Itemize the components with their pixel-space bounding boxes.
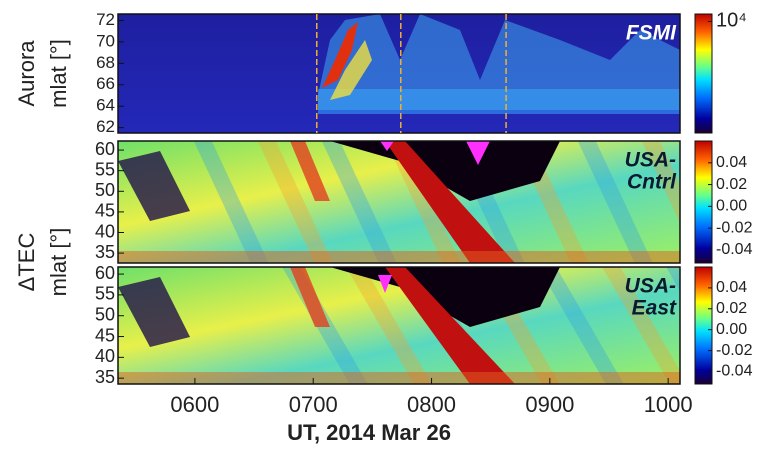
texture xyxy=(641,141,680,263)
y-tick-label: 70 xyxy=(96,31,115,50)
texture xyxy=(193,141,269,263)
panel-frame xyxy=(117,266,681,385)
y-tick-label: 55 xyxy=(95,159,115,179)
x-tick-label: 0600 xyxy=(170,392,219,417)
x-tick-label: 0700 xyxy=(289,392,338,417)
y-tick-label: 35 xyxy=(95,367,115,387)
texture xyxy=(385,141,461,263)
colorbar-tick-label: 0.00 xyxy=(716,198,747,215)
arrow xyxy=(380,141,394,151)
arrow xyxy=(378,275,392,293)
y-tick-label: 45 xyxy=(95,201,115,221)
x-tick-label: 0800 xyxy=(407,392,456,417)
y-tick-label: 62 xyxy=(96,117,115,136)
texture xyxy=(602,267,680,384)
red-band xyxy=(385,267,515,384)
colorbar xyxy=(694,13,713,134)
arrow xyxy=(466,141,490,165)
colorbar-tick-label: -0.02 xyxy=(716,342,753,359)
y-tick-label: 72 xyxy=(96,10,115,29)
panel-annotation: FSMI xyxy=(626,22,677,45)
y-axis-label: mlat [°] xyxy=(46,39,71,108)
y-tick-label: 68 xyxy=(96,53,115,72)
y-tick-label: 55 xyxy=(95,284,115,304)
red-band xyxy=(290,267,330,327)
y-tick-label: 60 xyxy=(95,139,115,159)
y-tick-label: 60 xyxy=(95,263,115,283)
dark-region xyxy=(330,141,560,201)
y-axis-label: Aurora xyxy=(14,40,39,107)
x-axis-label: UT, 2014 Mar 26 xyxy=(287,420,451,445)
panel-frame xyxy=(117,13,681,134)
texture xyxy=(346,267,432,384)
colorbar-tick-label: 10⁴ xyxy=(716,10,747,32)
colorbar-tick-label: 0.00 xyxy=(716,321,747,338)
y-tick-label: 50 xyxy=(95,304,115,324)
x-tick-label: 1000 xyxy=(644,392,693,417)
heatmap xyxy=(118,267,680,384)
colorbar-tick-label: 0.02 xyxy=(716,300,747,317)
y-tick-label: 45 xyxy=(95,325,115,345)
colorbar-tick-label: 0.04 xyxy=(716,154,747,171)
y-tick-label: 66 xyxy=(96,74,115,93)
dark-region xyxy=(118,151,190,221)
panel-annotation: USA- xyxy=(625,149,676,172)
red-bottom xyxy=(118,372,680,384)
y-tick-label: 64 xyxy=(96,96,115,115)
colorbar xyxy=(694,140,713,264)
colorbar-tick-label: -0.02 xyxy=(716,219,753,236)
panel-annotation: USA- xyxy=(625,275,676,298)
aurora-red xyxy=(322,22,358,88)
texture xyxy=(321,141,397,263)
aurora-streaks xyxy=(318,14,680,110)
colorbar-tick-label: 0.02 xyxy=(716,176,747,193)
panel-annotation: Cntrl xyxy=(627,171,677,194)
colorbar xyxy=(694,266,713,385)
x-tick-label: 0900 xyxy=(525,392,574,417)
y-tick-label: 40 xyxy=(95,221,115,241)
aurora-yellow xyxy=(330,40,372,100)
y-tick-label: 35 xyxy=(95,242,115,262)
y-axis-label: mlat [°] xyxy=(46,228,71,297)
panel-frame xyxy=(117,140,681,264)
dark-region xyxy=(118,277,190,347)
texture xyxy=(577,141,653,263)
texture xyxy=(538,267,624,384)
texture xyxy=(257,141,333,263)
y-tick-label: 50 xyxy=(95,180,115,200)
y-axis-label: ΔTEC xyxy=(14,233,39,292)
red-band xyxy=(290,141,330,201)
colorbar-tick-label: 0.04 xyxy=(716,279,747,296)
y-tick-label: 40 xyxy=(95,346,115,366)
colorbar-tick-label: -0.04 xyxy=(716,241,753,258)
panel-annotation: East xyxy=(632,297,677,320)
red-band xyxy=(385,141,515,263)
heatmap-field xyxy=(118,141,680,263)
heatmap xyxy=(118,141,680,263)
heatmap xyxy=(118,14,680,133)
colorbar-tick-label: -0.04 xyxy=(716,363,753,380)
red-bottom xyxy=(118,251,680,263)
